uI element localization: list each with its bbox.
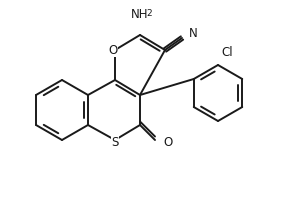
Text: O: O: [163, 135, 172, 148]
Text: S: S: [111, 135, 119, 148]
Text: N: N: [189, 27, 198, 39]
Text: NH: NH: [131, 8, 149, 21]
Text: Cl: Cl: [221, 46, 233, 59]
Text: O: O: [108, 44, 118, 56]
Text: 2: 2: [146, 9, 152, 18]
